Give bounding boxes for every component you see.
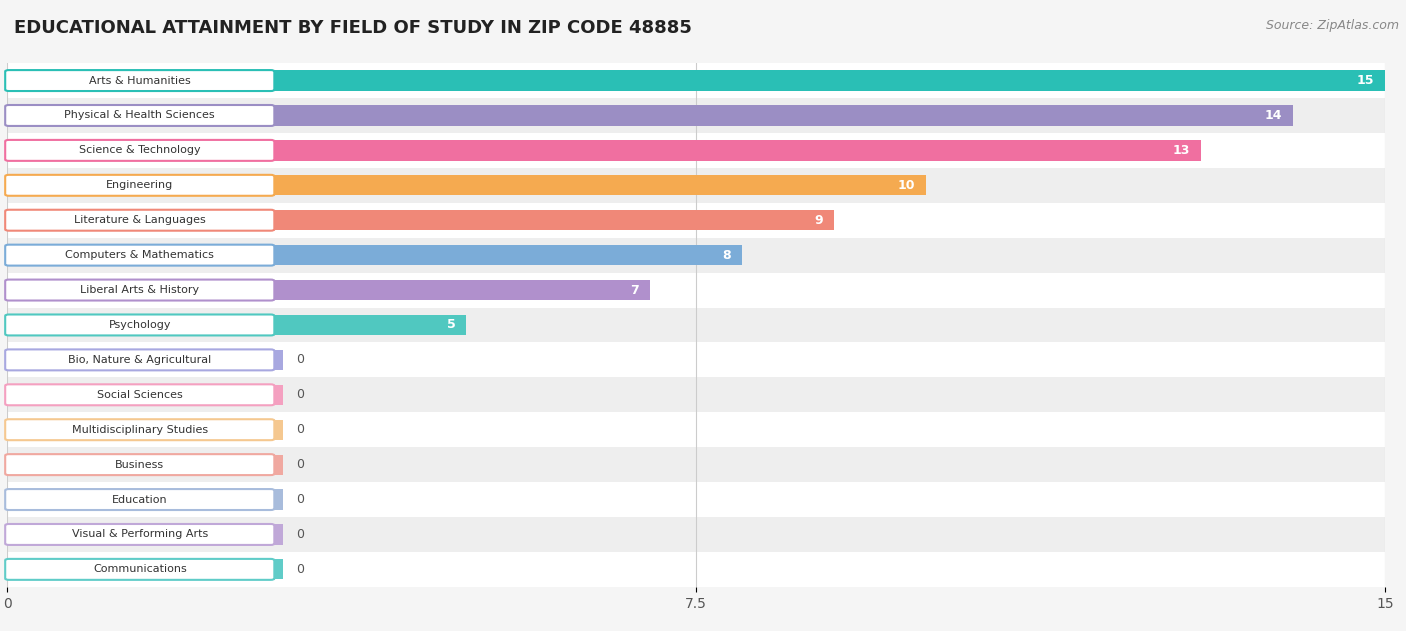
Bar <box>7 420 283 440</box>
FancyBboxPatch shape <box>6 384 274 405</box>
Text: 7: 7 <box>630 283 638 297</box>
FancyBboxPatch shape <box>6 350 274 370</box>
Bar <box>7 447 1385 482</box>
Text: 0: 0 <box>297 528 304 541</box>
Bar <box>7 517 1385 552</box>
Bar <box>7 559 283 579</box>
FancyBboxPatch shape <box>6 175 274 196</box>
Text: EDUCATIONAL ATTAINMENT BY FIELD OF STUDY IN ZIP CODE 48885: EDUCATIONAL ATTAINMENT BY FIELD OF STUDY… <box>14 19 692 37</box>
FancyBboxPatch shape <box>6 419 274 440</box>
Bar <box>7 280 650 300</box>
Bar <box>7 210 834 230</box>
FancyBboxPatch shape <box>6 105 274 126</box>
Bar <box>7 175 925 196</box>
Text: Business: Business <box>115 459 165 469</box>
Bar <box>7 71 1385 91</box>
Bar <box>7 524 283 545</box>
Text: 0: 0 <box>297 493 304 506</box>
Text: Liberal Arts & History: Liberal Arts & History <box>80 285 200 295</box>
Text: Psychology: Psychology <box>108 320 172 330</box>
Bar <box>7 98 1385 133</box>
FancyBboxPatch shape <box>6 454 274 475</box>
Text: Engineering: Engineering <box>105 180 173 191</box>
Bar <box>7 307 1385 343</box>
FancyBboxPatch shape <box>6 245 274 266</box>
Text: Computers & Mathematics: Computers & Mathematics <box>65 250 214 260</box>
Text: 0: 0 <box>297 563 304 576</box>
Bar <box>7 490 283 510</box>
Text: Communications: Communications <box>93 564 187 574</box>
Text: 15: 15 <box>1357 74 1374 87</box>
Bar <box>7 238 1385 273</box>
Text: Education: Education <box>112 495 167 505</box>
Text: 10: 10 <box>897 179 914 192</box>
Bar <box>7 315 467 335</box>
Bar <box>7 273 1385 307</box>
Bar <box>7 168 1385 203</box>
Text: Social Sciences: Social Sciences <box>97 390 183 400</box>
Text: Physical & Health Sciences: Physical & Health Sciences <box>65 110 215 121</box>
Bar <box>7 140 1201 160</box>
Text: Literature & Languages: Literature & Languages <box>75 215 205 225</box>
Bar <box>7 552 1385 587</box>
Text: 0: 0 <box>297 388 304 401</box>
FancyBboxPatch shape <box>6 314 274 336</box>
Bar <box>7 412 1385 447</box>
Bar <box>7 245 742 265</box>
Bar <box>7 350 283 370</box>
FancyBboxPatch shape <box>6 489 274 510</box>
Text: 0: 0 <box>297 423 304 436</box>
Text: 13: 13 <box>1173 144 1189 157</box>
Text: Arts & Humanities: Arts & Humanities <box>89 76 191 86</box>
Bar <box>7 203 1385 238</box>
Bar <box>7 105 1294 126</box>
FancyBboxPatch shape <box>6 524 274 545</box>
Text: 5: 5 <box>447 319 456 331</box>
FancyBboxPatch shape <box>6 209 274 231</box>
Bar <box>7 482 1385 517</box>
Text: Visual & Performing Arts: Visual & Performing Arts <box>72 529 208 540</box>
Bar <box>7 343 1385 377</box>
FancyBboxPatch shape <box>6 140 274 161</box>
Text: 8: 8 <box>723 249 731 262</box>
Bar <box>7 63 1385 98</box>
Text: 0: 0 <box>297 353 304 367</box>
FancyBboxPatch shape <box>6 559 274 580</box>
Text: 0: 0 <box>297 458 304 471</box>
FancyBboxPatch shape <box>6 280 274 300</box>
FancyBboxPatch shape <box>6 70 274 91</box>
Text: Science & Technology: Science & Technology <box>79 145 201 155</box>
Bar <box>7 385 283 405</box>
Bar <box>7 377 1385 412</box>
Text: 14: 14 <box>1264 109 1282 122</box>
Text: Multidisciplinary Studies: Multidisciplinary Studies <box>72 425 208 435</box>
Bar <box>7 454 283 475</box>
Text: 9: 9 <box>814 214 823 227</box>
Bar <box>7 133 1385 168</box>
Text: Source: ZipAtlas.com: Source: ZipAtlas.com <box>1265 19 1399 32</box>
Text: Bio, Nature & Agricultural: Bio, Nature & Agricultural <box>67 355 211 365</box>
